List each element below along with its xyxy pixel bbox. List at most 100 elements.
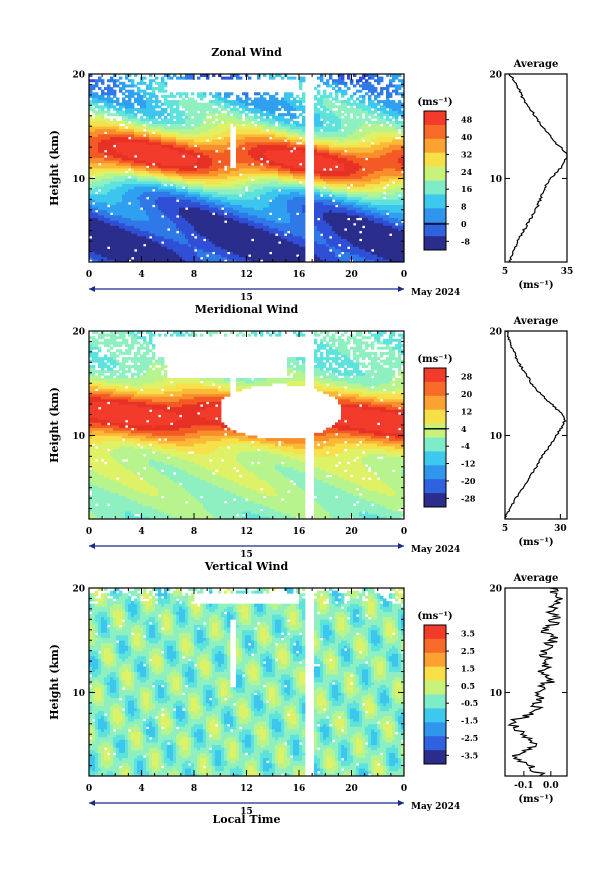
heatmap-cell — [173, 141, 177, 145]
heatmap-cell — [263, 168, 267, 172]
heatmap-cell — [320, 222, 324, 226]
heatmap-cell — [269, 139, 273, 143]
heatmap-cell — [128, 97, 132, 101]
heatmap-cell — [107, 251, 111, 255]
heatmap-cell — [110, 121, 114, 125]
heatmap-cell — [317, 115, 321, 119]
heatmap-cell — [155, 141, 159, 145]
heatmap-cell — [284, 107, 288, 111]
heatmap-cell — [323, 149, 327, 153]
heatmap-cell — [104, 136, 108, 140]
heatmap-cell — [125, 228, 129, 232]
heatmap-cell — [320, 110, 324, 114]
heatmap-cell — [194, 181, 198, 185]
heatmap-cell — [317, 141, 321, 145]
heatmap-cell — [335, 123, 339, 127]
heatmap-cell — [170, 136, 174, 140]
heatmap-cell — [299, 233, 303, 237]
heatmap-cell — [107, 178, 111, 182]
heatmap-cell — [116, 243, 120, 247]
heatmap-cell — [242, 225, 246, 229]
heatmap-cell — [281, 217, 285, 221]
heatmap-cell — [95, 105, 99, 109]
heatmap-cell — [176, 188, 180, 192]
heatmap-cell — [335, 126, 339, 130]
heatmap-cell — [215, 217, 219, 221]
heatmap-cell — [155, 222, 159, 226]
heatmap-cell — [323, 181, 327, 185]
heatmap-cell — [128, 225, 132, 229]
heatmap-cell — [191, 251, 195, 255]
heatmap-cell — [287, 251, 291, 255]
heatmap-cell — [116, 183, 120, 187]
heatmap-cell — [110, 139, 114, 143]
heatmap-cell — [95, 97, 99, 101]
heatmap-cell — [335, 191, 339, 195]
heatmap-cell — [299, 248, 303, 252]
heatmap-cell — [266, 183, 270, 187]
heatmap-cell — [209, 178, 213, 182]
heatmap-cell — [122, 154, 126, 158]
heatmap-cell — [167, 201, 171, 205]
heatmap-cell — [254, 204, 258, 208]
heatmap-cell — [149, 248, 153, 252]
heatmap-cell — [266, 165, 270, 169]
heatmap-cell — [152, 183, 156, 187]
heatmap-cell — [254, 157, 258, 161]
heatmap-cell — [218, 196, 222, 200]
heatmap-cell — [143, 160, 147, 164]
heatmap-cell — [176, 222, 180, 226]
heatmap-cell — [137, 188, 141, 192]
heatmap-cell — [245, 157, 249, 161]
heatmap-cell — [281, 181, 285, 185]
heatmap-cell — [134, 162, 138, 166]
heatmap-cell — [248, 168, 252, 172]
heatmap-cell — [158, 115, 162, 119]
heatmap-cell — [200, 181, 204, 185]
heatmap-cell — [335, 228, 339, 232]
heatmap-cell — [161, 246, 165, 250]
heatmap-cell — [203, 222, 207, 226]
heatmap-cell — [110, 254, 114, 258]
heatmap-cell — [92, 233, 96, 237]
heatmap-cell — [329, 84, 333, 88]
heatmap-cell — [257, 162, 261, 166]
heatmap-cell — [137, 126, 141, 130]
heatmap-cell — [173, 121, 177, 125]
heatmap-cell — [236, 157, 240, 161]
heatmap-cell — [182, 225, 186, 229]
heatmap-cell — [158, 248, 162, 252]
heatmap-cell — [146, 230, 150, 234]
heatmap-cell — [299, 147, 303, 151]
heatmap-cell — [176, 194, 180, 198]
heatmap-cell — [335, 246, 339, 250]
heatmap-cell — [251, 102, 255, 106]
heatmap-cell — [104, 243, 108, 247]
heatmap-cell — [239, 222, 243, 226]
heatmap-cell — [296, 191, 300, 195]
heatmap-cell — [248, 144, 252, 148]
heatmap-cell — [326, 186, 330, 190]
heatmap-cell — [269, 196, 273, 200]
heatmap-cell — [185, 105, 189, 109]
heatmap-cell — [332, 168, 336, 172]
heatmap-cell — [326, 160, 330, 164]
heatmap-cell — [314, 113, 318, 117]
heatmap-cell — [89, 207, 93, 211]
heatmap-cell — [266, 207, 270, 211]
heatmap-cell — [197, 181, 201, 185]
heatmap-cell — [260, 165, 264, 169]
heatmap-cell — [107, 233, 111, 237]
heatmap-cell — [158, 178, 162, 182]
heatmap-cell — [134, 188, 138, 192]
heatmap-cell — [197, 230, 201, 234]
heatmap-cell — [257, 183, 261, 187]
heatmap-cell — [230, 201, 234, 205]
heatmap-cell — [134, 194, 138, 198]
heatmap-cell — [323, 178, 327, 182]
heatmap-cell — [143, 157, 147, 161]
heatmap-cell — [323, 139, 327, 143]
heatmap-cell — [266, 196, 270, 200]
heatmap-cell — [257, 256, 261, 260]
heatmap-cell — [203, 220, 207, 224]
